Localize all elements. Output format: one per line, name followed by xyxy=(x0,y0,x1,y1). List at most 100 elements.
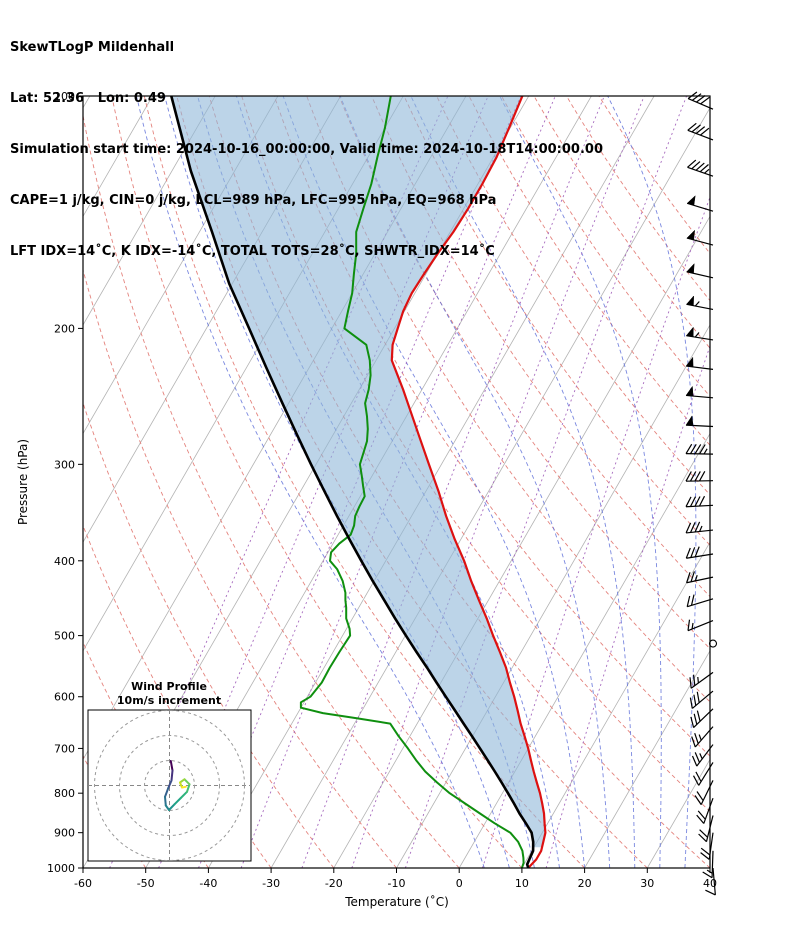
hodograph-trace-segment xyxy=(173,797,182,806)
barb-half xyxy=(694,332,700,338)
barb-staff xyxy=(686,529,714,534)
barb-full xyxy=(691,161,701,170)
y-tick-label: 1000 xyxy=(47,862,75,875)
barb-full xyxy=(705,889,716,896)
dry-adiabat-line xyxy=(403,96,710,546)
barb-half xyxy=(691,622,694,629)
cape-shading-area xyxy=(171,96,546,848)
barb-full xyxy=(691,755,698,767)
y-tick-label: 300 xyxy=(54,458,75,471)
figure-title: SkewTLogP Mildenhall xyxy=(10,40,175,55)
barb-full xyxy=(689,443,697,455)
wind-barb xyxy=(691,726,714,748)
wind-barb xyxy=(689,671,714,689)
figure-indices-1: CAPE=1 j/kg, CIN=0 j/kg, LCL=989 hPa, LF… xyxy=(10,193,497,208)
x-tick-label: -50 xyxy=(137,877,155,890)
barb-full xyxy=(685,471,692,482)
barb-full xyxy=(698,495,706,507)
x-tick-label: 30 xyxy=(640,877,654,890)
wind-barb xyxy=(685,546,714,559)
mixing-ratio-line xyxy=(404,96,688,868)
wind-barb xyxy=(686,295,714,311)
isotherm-line xyxy=(521,541,710,868)
hodograph-trace-segment xyxy=(170,769,174,782)
wind-barb xyxy=(689,690,714,709)
dry-adiabat-line xyxy=(83,113,460,868)
barb-staff xyxy=(711,850,714,878)
barb-staff xyxy=(694,726,714,748)
isotherm-line xyxy=(646,758,710,868)
y-tick-label: 200 xyxy=(54,322,75,335)
barb-half xyxy=(706,869,713,874)
moist-adiabat-line xyxy=(785,96,794,868)
barb-full xyxy=(689,697,693,709)
x-tick-label: 10 xyxy=(515,877,529,890)
moist-adiabat-line xyxy=(136,96,485,868)
barb-full xyxy=(699,164,709,173)
barb-staff xyxy=(693,708,714,728)
barb-full xyxy=(687,159,697,168)
dry-adiabat-line xyxy=(371,96,710,598)
x-tick-label: -60 xyxy=(74,877,92,890)
barb-half xyxy=(697,676,699,684)
wind-barb xyxy=(700,832,714,860)
barb-full xyxy=(694,471,701,482)
barb-pennant xyxy=(686,263,695,274)
wind-barb xyxy=(690,708,714,728)
barb-full xyxy=(700,852,710,860)
wind-barb xyxy=(685,471,714,482)
wind-barb xyxy=(696,797,714,824)
y-tick-label: 500 xyxy=(54,630,75,643)
wind-barb xyxy=(687,159,714,177)
barb-full xyxy=(700,847,711,856)
barb-full xyxy=(698,471,706,482)
barb-half xyxy=(694,575,698,582)
wind-barb xyxy=(685,356,714,370)
hodograph-trace-segment xyxy=(183,778,191,786)
wind-barb xyxy=(687,122,714,141)
x-tick-label: -20 xyxy=(325,877,343,890)
x-tick-label: -40 xyxy=(199,877,217,890)
barb-staff xyxy=(687,598,714,608)
barb-full xyxy=(685,522,692,534)
barb-full xyxy=(685,443,693,455)
mixing-ratio-line xyxy=(198,96,522,868)
barb-full xyxy=(687,619,691,631)
barb-full xyxy=(691,124,701,133)
barb-full xyxy=(700,96,710,105)
barb-pennant xyxy=(685,326,694,338)
barb-full xyxy=(696,95,706,103)
moist-adiabat-line xyxy=(164,96,510,868)
barb-staff xyxy=(686,576,714,584)
barb-full xyxy=(686,572,691,583)
isotherm-line xyxy=(458,432,710,868)
barb-full xyxy=(689,677,692,689)
barb-full xyxy=(685,547,691,559)
x-axis-label: Temperature (˚C) xyxy=(344,894,449,909)
barb-full xyxy=(693,713,698,725)
dry-adiabat-line xyxy=(533,96,710,349)
barb-pennant xyxy=(685,385,694,397)
barb-full xyxy=(689,471,697,482)
barb-staff xyxy=(690,671,714,689)
barb-staff xyxy=(687,98,714,110)
wind-barb xyxy=(685,415,714,428)
isotherm-line xyxy=(396,324,710,868)
barb-full xyxy=(687,122,697,131)
hodograph-trace-segment xyxy=(168,803,176,811)
wind-barb xyxy=(685,326,714,341)
barb-full xyxy=(687,91,698,100)
hodograph-trace-segment xyxy=(169,760,174,772)
barb-full xyxy=(686,595,691,607)
wind-barb xyxy=(702,850,714,879)
barb-full xyxy=(690,571,695,582)
hodograph-trace-segment xyxy=(179,790,188,799)
y-tick-label: 100 xyxy=(54,90,75,103)
isotherm-line xyxy=(83,96,216,326)
barb-pennant xyxy=(686,229,696,241)
dry-adiabat-line xyxy=(83,268,397,868)
barb-full xyxy=(694,546,700,558)
hodograph-inset xyxy=(87,709,252,862)
figure-header: SkewTLogP Mildenhall Lat: 52.36 Lon: 0.4… xyxy=(10,5,603,294)
